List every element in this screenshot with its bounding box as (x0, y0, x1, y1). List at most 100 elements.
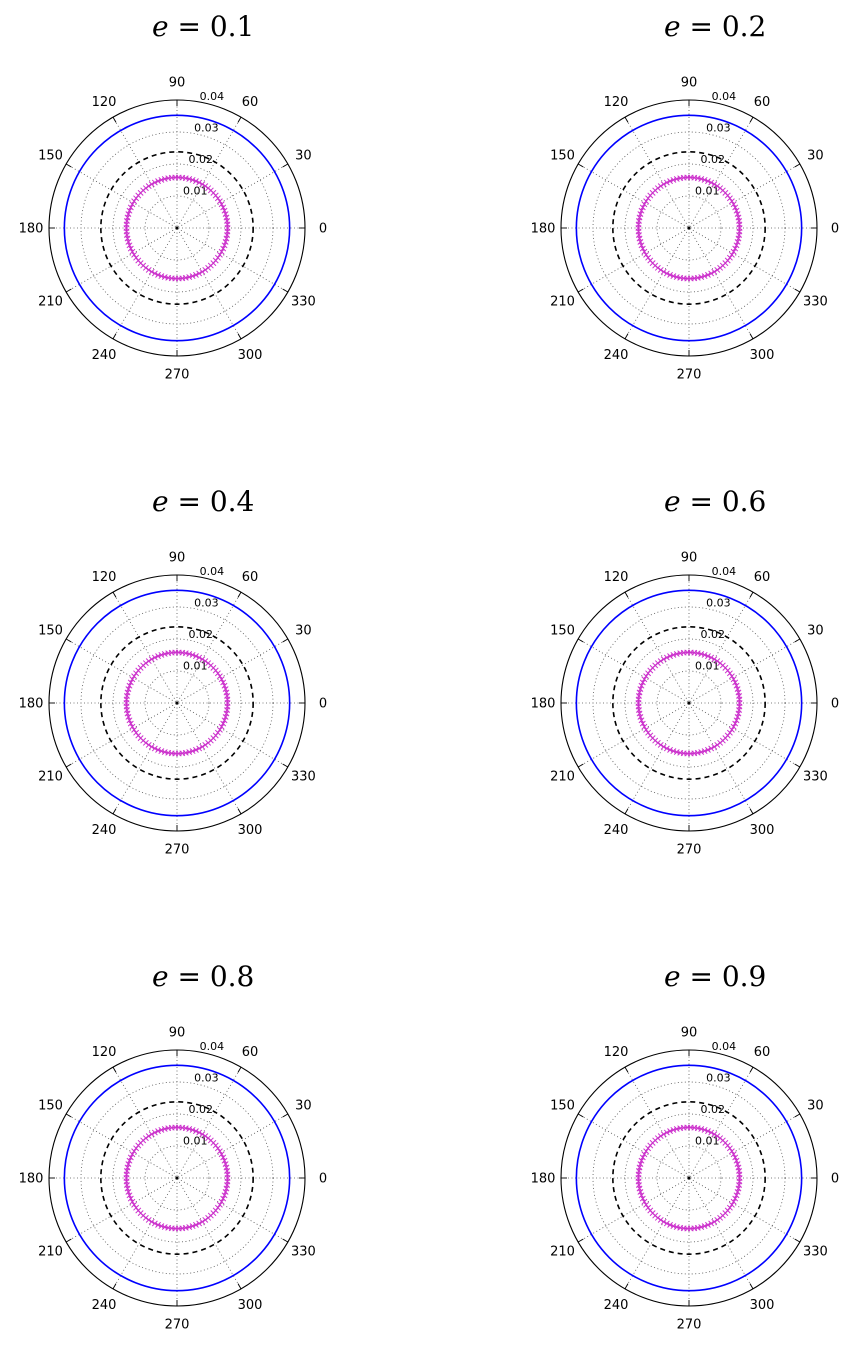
angle-tick-label: 300 (750, 1298, 775, 1313)
polar-plot: 0 30 60 90 120 150 180 210 240 270 300 330 0.01 0.02 0… (531, 551, 840, 858)
x-marker (202, 1216, 209, 1223)
grid-spoke (65, 163, 289, 293)
angle-tick (282, 288, 289, 293)
radial-tick-label: 0.01 (695, 660, 720, 673)
angle-tick-label: 150 (38, 149, 63, 164)
angle-tick (65, 638, 72, 643)
x-marker (732, 1195, 739, 1202)
x-marker (158, 176, 165, 183)
angle-tick-label: 330 (803, 1245, 828, 1260)
x-marker (732, 245, 739, 252)
x-marker (704, 178, 711, 185)
x-marker (129, 1151, 136, 1158)
grid-spoke (112, 1066, 242, 1290)
x-marker (698, 175, 705, 182)
x-marker (734, 238, 741, 245)
x-marker (126, 717, 133, 724)
x-marker (223, 689, 230, 696)
x-marker (660, 181, 667, 188)
angle-tick-label: 240 (92, 1298, 117, 1313)
x-marker (125, 238, 132, 245)
angle-tick (624, 808, 629, 815)
center-point (175, 226, 179, 230)
angle-tick (794, 163, 801, 168)
series-dashed-line (100, 151, 254, 305)
x-marker (698, 1125, 705, 1132)
title-equation: = 0.6 (689, 485, 767, 518)
grid-spoke (112, 1066, 242, 1290)
radial-tick-label: 0.01 (183, 185, 208, 198)
x-marker (728, 251, 735, 258)
x-marker (714, 741, 721, 748)
x-marker (726, 729, 733, 736)
angle-tick-label: 150 (550, 624, 575, 639)
x-marker (670, 748, 677, 755)
x-marker (643, 1148, 650, 1155)
angle-tick (282, 638, 289, 643)
x-marker (641, 1198, 648, 1205)
x-marker (158, 1223, 165, 1230)
angle-tick (577, 288, 584, 293)
angle-tick-label: 120 (92, 1045, 117, 1060)
grid-spoke (65, 1113, 289, 1243)
x-marker (127, 1154, 134, 1161)
x-marker (728, 1201, 735, 1208)
grid-spoke (577, 163, 801, 293)
x-marker (205, 660, 212, 667)
x-marker (131, 1148, 138, 1155)
radial-tick-label: 0.03 (194, 122, 219, 135)
x-marker (199, 268, 206, 275)
x-marker (734, 211, 741, 218)
x-marker (218, 723, 225, 730)
x-marker (133, 1145, 140, 1152)
radial-tick-label: 0.04 (200, 90, 225, 103)
x-marker (673, 1125, 680, 1132)
center-point (175, 1176, 179, 1180)
angle-tick (749, 1283, 754, 1290)
angle-tick-label: 90 (169, 1026, 186, 1041)
x-marker (131, 1201, 138, 1208)
angle-tick-label: 330 (803, 295, 828, 310)
x-marker (694, 1224, 701, 1231)
x-marker (657, 183, 664, 190)
x-marker (202, 741, 209, 748)
grid-spoke (624, 116, 754, 340)
x-marker (129, 1198, 136, 1205)
x-marker (637, 211, 644, 218)
x-marker (161, 1125, 168, 1132)
angle-tick (577, 1238, 584, 1243)
x-marker (643, 251, 650, 258)
angle-tick (282, 1238, 289, 1243)
x-marker (129, 201, 136, 208)
x-marker (199, 1218, 206, 1225)
angle-tick-label: 30 (295, 149, 312, 164)
grid-spoke (577, 638, 801, 768)
x-marker (645, 1145, 652, 1152)
x-marker (216, 1148, 223, 1155)
x-marker (730, 1198, 737, 1205)
x-marker (670, 273, 677, 280)
x-marker (735, 689, 742, 696)
x-marker (125, 1161, 132, 1168)
title-variable: e (664, 485, 681, 518)
x-marker (125, 686, 132, 693)
x-marker (701, 651, 708, 658)
x-marker (733, 207, 740, 214)
grid-spoke (624, 1066, 754, 1290)
x-marker (698, 1224, 705, 1231)
x-marker (220, 1154, 227, 1161)
x-marker (182, 749, 189, 756)
x-marker (205, 1135, 212, 1142)
angle-tick-label: 180 (19, 697, 44, 712)
x-marker (639, 1195, 646, 1202)
angle-tick-label: 240 (604, 348, 629, 363)
angle-tick-label: 240 (92, 823, 117, 838)
x-marker (701, 1223, 708, 1230)
x-marker (638, 242, 645, 249)
x-marker (126, 1192, 133, 1199)
x-marker (638, 207, 645, 214)
center-point (687, 701, 691, 705)
series-solid-line (575, 1064, 803, 1292)
x-marker (636, 235, 643, 242)
